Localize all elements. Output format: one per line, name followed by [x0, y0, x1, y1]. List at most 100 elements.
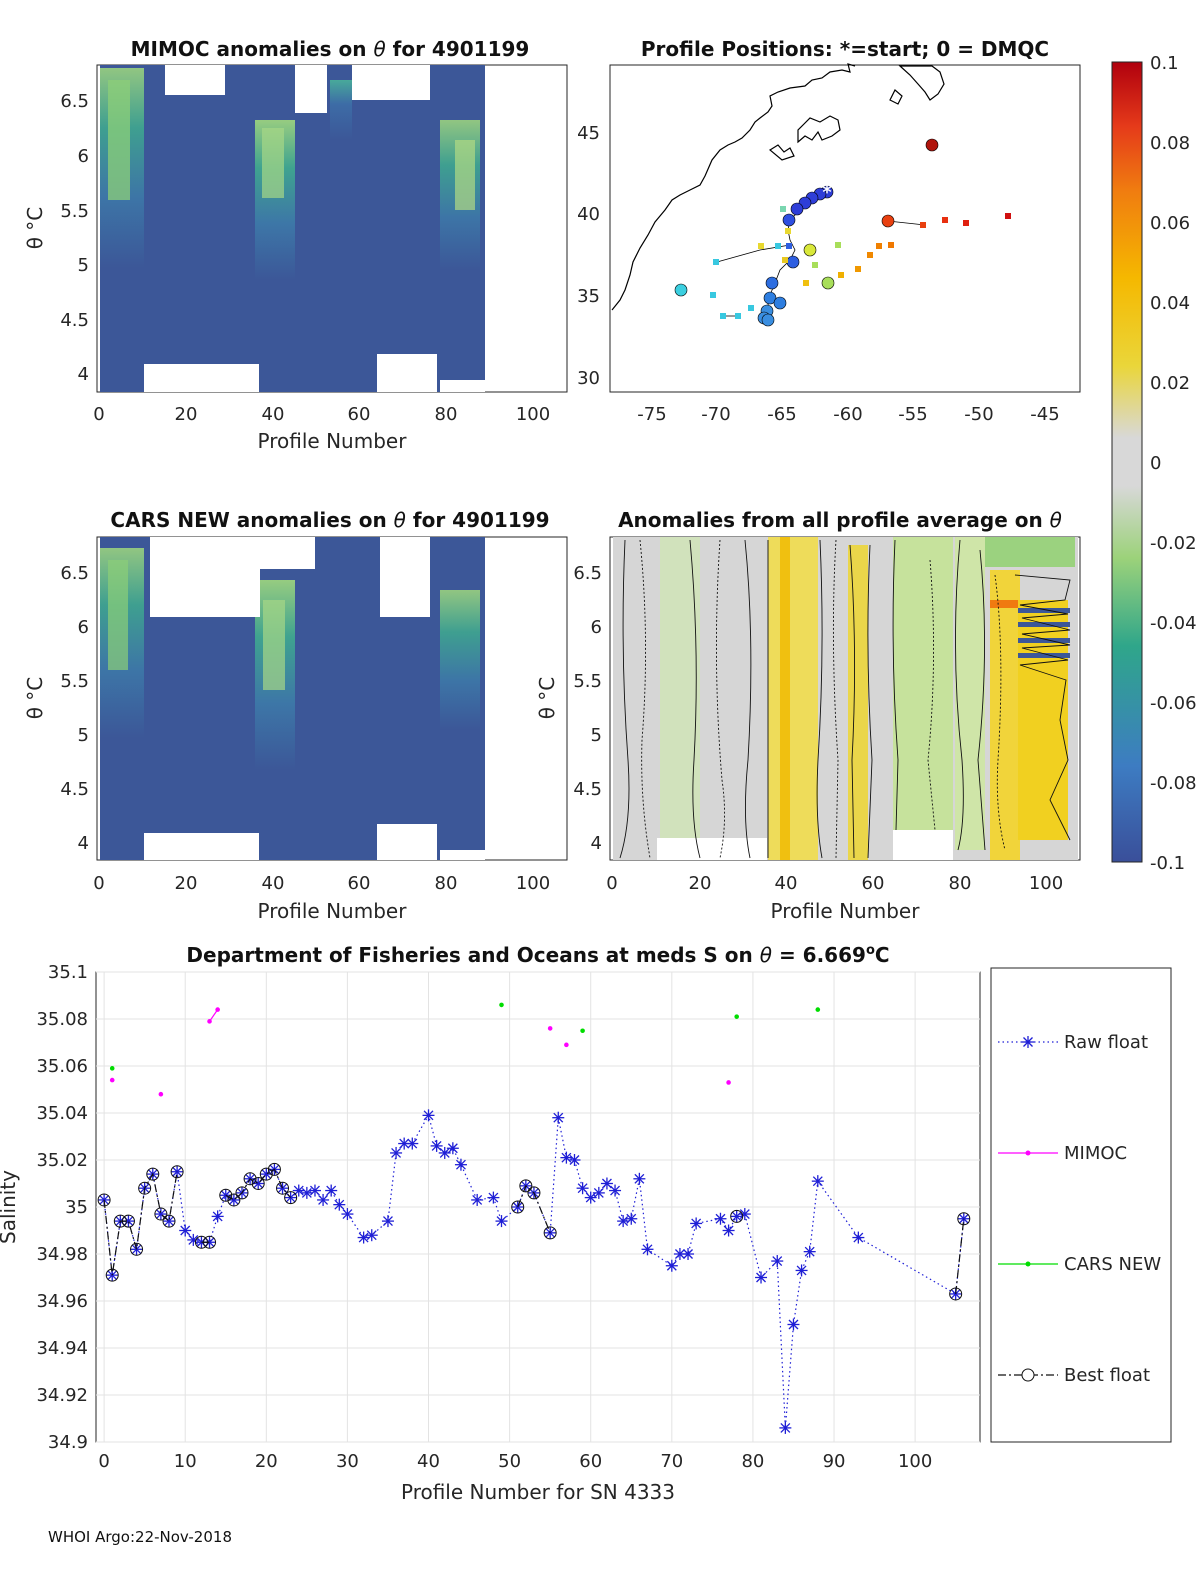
raw-float-point: [300, 1186, 313, 1199]
raw-float-point: [390, 1146, 403, 1159]
series-point: [564, 1042, 569, 1048]
best-float-point: [105, 1268, 119, 1282]
positions-ytick: 35: [577, 286, 600, 307]
positions-xtick: -70: [701, 404, 730, 425]
raw-float-point: [576, 1182, 589, 1195]
raw-float-point: [625, 1212, 638, 1225]
positions-xtick: -55: [898, 404, 927, 425]
positions-panel: Profile Positions: *=start; 0 = DMQC: [577, 37, 1081, 425]
salinity-xtick: 60: [579, 1451, 602, 1472]
raw-float-point: [673, 1248, 686, 1260]
best-float-point: [957, 1212, 971, 1226]
colorbar-tick: -0.06: [1150, 693, 1197, 714]
best-float-point: [235, 1186, 249, 1200]
mimoc-xticks: 0 20 40 60 80 100: [93, 404, 550, 425]
best-float-point: [138, 1181, 152, 1195]
salinity-xtick: 30: [336, 1451, 359, 1472]
cars-ytick: 5: [78, 725, 89, 746]
allavg-yticks: 4 4.5 5 5.5 6 6.5: [573, 563, 602, 854]
mimoc-panel: MIMOC anomalies on θ for 4901199 0 20 40…: [23, 37, 568, 453]
raw-float-point: [738, 1208, 751, 1221]
best-float-point: [511, 1200, 525, 1214]
salinity-xtick: 10: [174, 1451, 197, 1472]
best-float-point: [527, 1186, 541, 1200]
positions-xtick: -60: [833, 404, 862, 425]
raw-float-point: [438, 1146, 451, 1159]
best-float-point: [519, 1179, 533, 1193]
allavg-xtick: 80: [949, 873, 972, 894]
colorbar-tick: -0.02: [1150, 533, 1197, 554]
positions-yticks: 30 35 40 45: [577, 123, 600, 389]
positions-ytick: 30: [577, 368, 600, 389]
raw-float-point: [308, 1184, 321, 1197]
raw-float-point: [487, 1191, 500, 1204]
salinity-xlabel: Profile Number for SN 4333: [401, 1480, 675, 1504]
raw-float-point: [179, 1224, 192, 1237]
allavg-xtick: 0: [606, 873, 617, 894]
mimoc-xtick: 60: [348, 404, 371, 425]
legend-box: [990, 967, 1172, 1443]
series-point: [580, 1028, 585, 1034]
cars-xtick: 100: [516, 873, 550, 894]
raw-float-point: [292, 1184, 305, 1197]
allavg-ylabel: θ °C: [535, 677, 559, 720]
footer-credit: WHOI Argo:22-Nov-2018: [48, 1528, 232, 1546]
mimoc-ytick: 4.5: [60, 310, 89, 331]
positions-xticks: -75 -70 -65 -60 -55 -50 -45: [637, 404, 1059, 425]
colorbar-tick: -0.04: [1150, 613, 1197, 634]
raw-float-point: [325, 1184, 338, 1197]
salinity-xticks: 0 10 20 30 40 50 60 70 80 90 100: [98, 1451, 932, 1472]
raw-float-point: [665, 1259, 678, 1272]
salinity-xtick: 100: [898, 1451, 932, 1472]
raw-float-point: [422, 1109, 435, 1122]
mimoc-xtick: 80: [435, 404, 458, 425]
legend-label: MIMOC: [1064, 1143, 1127, 1164]
allavg-ytick: 5.5: [573, 671, 602, 692]
allavg-contours: [619, 539, 1071, 859]
raw-float-point: [795, 1264, 808, 1277]
raw-float-point: [592, 1186, 605, 1199]
allavg-xtick: 20: [689, 873, 712, 894]
mimoc-xlabel: Profile Number: [258, 429, 408, 453]
series-point: [215, 1007, 220, 1012]
cars-xtick: 20: [175, 873, 198, 894]
series-point: [726, 1080, 731, 1085]
best-float-point: [543, 1226, 557, 1240]
legend-best-float: Best float: [998, 1365, 1150, 1386]
positions-xtick: -65: [767, 404, 796, 425]
mimoc-xtick: 20: [175, 404, 198, 425]
positions-xtick: -75: [637, 404, 666, 425]
best-float-point: [227, 1193, 241, 1207]
series-best-float: [97, 1162, 971, 1301]
salinity-ytick: 35.06: [36, 1056, 88, 1077]
best-float-point: [243, 1172, 257, 1186]
cars-xtick: 80: [435, 873, 458, 894]
cars-ytick: 4.5: [60, 779, 89, 800]
raw-float-point: [852, 1231, 865, 1244]
salinity-chart: Department of Fisheries and Oceans at me…: [0, 943, 1172, 1504]
salinity-xtick: 0: [98, 1451, 109, 1472]
best-float-point: [730, 1209, 744, 1223]
cars-ytick: 4: [78, 833, 89, 854]
salinity-title: Department of Fisheries and Oceans at me…: [186, 943, 889, 967]
allavg-heatmap: [613, 537, 1078, 860]
cars-yticks: 4 4.5 5 5.5 6 6.5: [60, 563, 89, 854]
cars-title: CARS NEW anomalies on θ for 4901199: [110, 508, 549, 532]
positions-title: Profile Positions: *=start; 0 = DMQC: [641, 37, 1049, 61]
series-line: [209, 1009, 219, 1022]
mimoc-xtick: 0: [93, 404, 104, 425]
salinity-xtick: 70: [660, 1451, 683, 1472]
positions-axes: [609, 64, 1081, 393]
cars-ylabel: θ °C: [23, 677, 47, 720]
best-float-point: [251, 1177, 265, 1190]
cars-xlabel: Profile Number: [258, 899, 408, 923]
series-point: [109, 1066, 115, 1071]
salinity-legend: Raw float MIMOC CARS NEW Best float: [990, 967, 1172, 1443]
mimoc-yticks: 4 4.5 5 5.5 6 6.5: [60, 91, 89, 385]
series-line: [103, 1171, 178, 1276]
legend-label: CARS NEW: [1064, 1254, 1161, 1275]
raw-float-point: [755, 1271, 768, 1284]
colorbar-gradient: [1111, 61, 1143, 863]
best-float-point: [267, 1162, 281, 1176]
colorbar-ticks: 0.1 0.08 0.06 0.04 0.02 0 -0.02 -0.04 -0…: [1150, 53, 1197, 874]
